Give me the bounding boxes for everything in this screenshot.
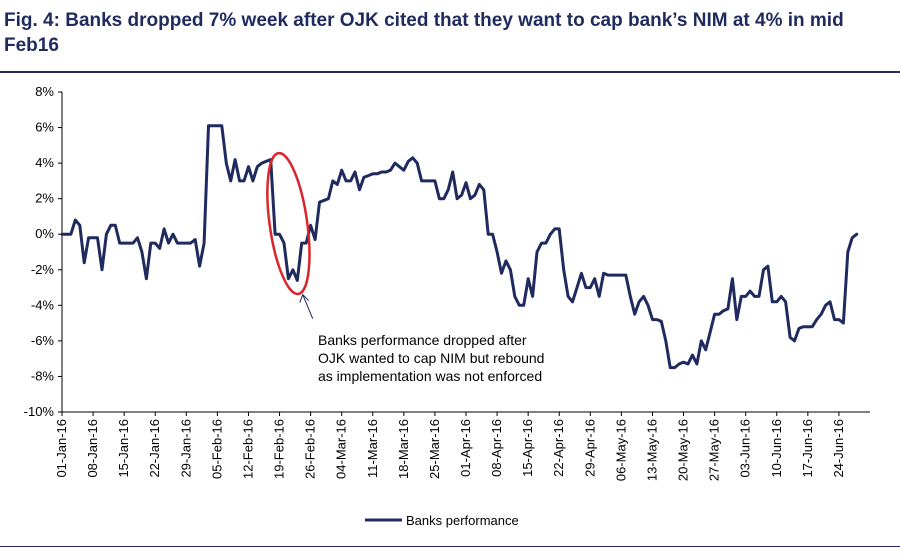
x-tick-label: 12-Feb-16 — [240, 419, 255, 479]
annotations: Banks performance dropped after OJK wante… — [266, 151, 544, 384]
bottom-divider — [0, 546, 900, 547]
y-tick-label: -6% — [31, 333, 55, 348]
y-tick-label: -4% — [31, 297, 55, 312]
x-tick-label: 01-Apr-16 — [458, 419, 473, 477]
x-tick-label: 08-Jan-16 — [85, 419, 100, 478]
x-tick-label: 29-Jan-16 — [178, 419, 193, 478]
y-tick-label: -10% — [24, 404, 55, 419]
x-tick-label: 05-Feb-16 — [209, 419, 224, 479]
y-tick-label: -2% — [31, 262, 55, 277]
title-divider — [0, 71, 900, 73]
x-tick-label: 11-Mar-16 — [365, 419, 380, 478]
x-tick-label: 25-Mar-16 — [427, 419, 442, 479]
x-tick-label: 08-Apr-16 — [489, 419, 504, 477]
annotation-text-line: as implementation was not enforced — [318, 368, 542, 384]
chart-axes — [58, 91, 870, 416]
x-tick-label: 06-May-16 — [613, 419, 628, 481]
y-axis-tick-labels: 8% 6% 4% 2% 0% -2% -4% -6% -8% -10% — [24, 84, 55, 419]
x-tick-label: 15-Jan-16 — [116, 419, 131, 478]
y-tick-label: 8% — [35, 84, 54, 99]
x-tick-label: 18-Mar-16 — [396, 419, 411, 479]
x-tick-label: 27-May-16 — [707, 419, 722, 481]
x-axis-tick-labels: 01-Jan-16 08-Jan-16 15-Jan-16 22-Jan-16 29-J… — [54, 419, 846, 481]
x-tick-label: 04-Mar-16 — [334, 419, 349, 479]
y-tick-label: 6% — [35, 120, 54, 135]
x-tick-label: 13-May-16 — [644, 419, 659, 481]
y-tick-label: -8% — [31, 368, 55, 383]
x-tick-label: 29-Apr-16 — [582, 419, 597, 477]
chart-title: Fig. 4: Banks dropped 7% week after OJK … — [4, 10, 844, 56]
x-tick-label: 20-May-16 — [676, 419, 691, 481]
x-tick-label: 22-Apr-16 — [551, 419, 566, 477]
x-tick-label: 15-Apr-16 — [520, 419, 535, 477]
annotation-text-line: OJK wanted to cap NIM but rebound — [318, 350, 544, 366]
x-tick-label: 26-Feb-16 — [303, 419, 318, 479]
x-tick-label: 24-Jun-16 — [831, 419, 846, 478]
x-tick-label: 19-Feb-16 — [272, 419, 287, 479]
x-tick-label: 01-Jan-16 — [54, 419, 69, 478]
y-tick-label: 0% — [35, 226, 54, 241]
x-tick-label: 10-Jun-16 — [769, 419, 784, 478]
x-tick-label: 03-Jun-16 — [738, 419, 753, 478]
x-tick-label: 22-Jan-16 — [147, 419, 162, 478]
highlight-ellipse — [266, 151, 311, 296]
plot-area — [60, 124, 859, 370]
series-line-banks-performance — [60, 124, 859, 370]
legend: Banks performance — [365, 513, 519, 528]
annotation-text-line: Banks performance dropped after — [318, 332, 527, 348]
y-tick-label: 2% — [35, 191, 54, 206]
annotation-arrowhead — [299, 293, 310, 303]
annotation-arrow — [302, 294, 314, 319]
y-tick-label: 4% — [35, 155, 54, 170]
x-tick-label: 17-Jun-16 — [800, 419, 815, 478]
legend-label: Banks performance — [406, 513, 519, 528]
